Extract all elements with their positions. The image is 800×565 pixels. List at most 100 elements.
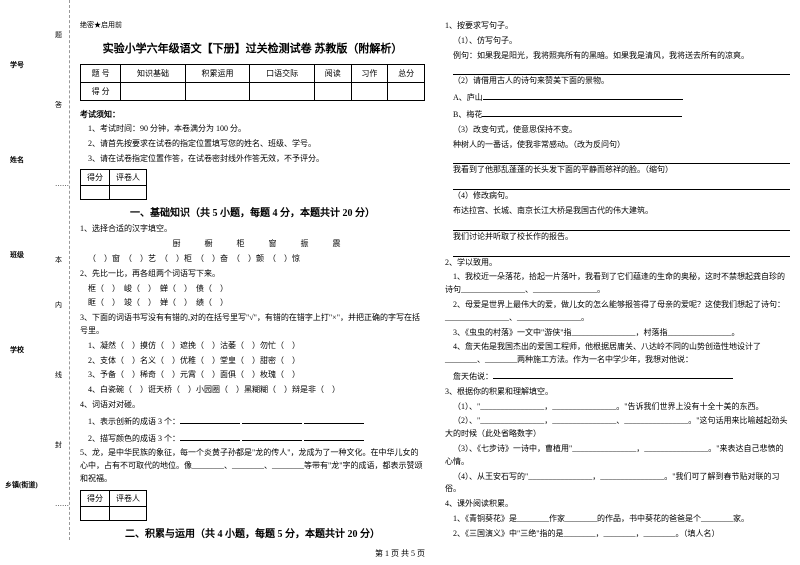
blank-line[interactable] [453, 64, 790, 75]
q2a: 框（ ） 峻（ ） 蝉（ ） 债（ ） [80, 283, 425, 296]
r-q2e: 詹天佑说： [445, 369, 790, 384]
cell-blank[interactable] [250, 83, 315, 101]
blank[interactable] [242, 414, 302, 424]
q4b: 2、描写颜色的成语 3 个： [80, 431, 425, 446]
mini-blank[interactable] [81, 506, 110, 520]
vtext-5: 封 [55, 440, 62, 450]
r-q1e: B、梅花 [445, 107, 790, 122]
q3: 3、下面的词语书写没有有错的,对的在括号里写"√"，有错的在错字上打"×"，并把… [80, 312, 425, 338]
cell-blank[interactable] [388, 83, 425, 101]
r-q3: 3、根据你的积累和理解填空。 [445, 386, 790, 399]
vtext-6b: …… [55, 500, 69, 508]
vtext-1: 答 [55, 100, 62, 110]
th-6: 总分 [388, 65, 425, 83]
section1-head: 一、基础知识（共 5 小题，每题 4 分，本题共计 20 分） [80, 204, 425, 219]
mini-h2: 评卷人 [110, 170, 147, 186]
score-table: 题 号 知识基础 积累运用 口语交际 阅读 习作 总分 得 分 [80, 64, 425, 101]
blank[interactable] [180, 414, 240, 424]
r-q1k: 我们讨论并听取了校长作的报告。 [445, 231, 790, 244]
label-xuehao: 学号 [10, 60, 24, 70]
r-q1i: （4）修改病句。 [445, 190, 790, 203]
cell-blank[interactable] [351, 83, 388, 101]
blank[interactable] [242, 431, 302, 441]
notice-1: 1、考试时间：90 分钟，本卷满分为 100 分。 [80, 123, 425, 136]
mini2-h2: 评卷人 [110, 490, 147, 506]
r-q3c: （3）、《七步诗》一诗中，曹植用"________________，______… [445, 443, 790, 469]
blank[interactable] [482, 107, 682, 117]
vtext-2: 本 [55, 255, 62, 265]
q4: 4、词语对对碰。 [80, 399, 425, 412]
th-2: 积累运用 [185, 65, 250, 83]
binding-area: 学号 姓名 班级 学校 乡镇(街道) 题 答 …… 本 内 线 封 …… [0, 0, 70, 540]
blank[interactable] [304, 414, 364, 424]
r-q4: 4、课外阅读积累。 [445, 498, 790, 511]
r-q1: 1、按要求写句子。 [445, 20, 790, 33]
q5: 5、龙，是中华民族的象征，每一个炎黄子孙都是"龙的传人"，龙成为了一种文化。在中… [80, 447, 425, 485]
q2b: 眶（ ） 竣（ ） 婵（ ） 绩（ ） [80, 297, 425, 310]
blank[interactable] [483, 90, 683, 100]
notice-2: 2、请首先按要求在试卷的指定位置填写您的姓名、班级、学号。 [80, 138, 425, 151]
secret-label: 绝密★启用前 [80, 20, 425, 30]
vtext-0: 题 [55, 30, 62, 40]
cell-blank[interactable] [185, 83, 250, 101]
blank[interactable] [180, 431, 240, 441]
cell-blank[interactable] [314, 83, 351, 101]
q4b-text: 2、描写颜色的成语 3 个： [88, 434, 180, 443]
blank[interactable] [304, 431, 364, 441]
blank[interactable] [493, 369, 733, 379]
r-q2: 2、学以致用。 [445, 257, 790, 270]
q3b: 2、支体（ ）名义（ ）优稚（ ）堂皇（ ）甜密（ ） [80, 355, 425, 368]
q1: 1、选择合适的汉字填空。 [80, 223, 425, 236]
label-xuexiao: 学校 [10, 345, 24, 355]
blank-line[interactable] [453, 179, 790, 190]
r-q2c: 3、《虫虫的村落》一文中"游侠"指________________，村落指___… [445, 327, 790, 340]
mini-blank[interactable] [81, 186, 110, 200]
r-q1g: 种树人的一番话，使我非常感动。（改为反问句） [445, 139, 790, 152]
mini2-h1: 得分 [81, 490, 110, 506]
r-q2e-text: 詹天佑说： [453, 372, 493, 381]
r-q4b: 2、《三国演义》中"三绝"指的是________，________，______… [445, 528, 790, 541]
r-q1h: 我看到了他那乱蓬蓬的长头发下面的平静而慈祥的脸。（缩句） [445, 164, 790, 177]
r-q4a: 1、《青铜葵花》是________作家________的作品，书中葵花的爸爸是个… [445, 513, 790, 526]
label-xingming: 姓名 [10, 155, 24, 165]
content-area: 绝密★启用前 实验小学六年级语文【下册】过关检测试卷 苏教版（附解析） 题 号 … [80, 20, 790, 544]
label-banji: 班级 [10, 250, 24, 260]
r-q1a: （1）、仿写句子。 [445, 35, 790, 48]
r-q1d-text: A、庐山 [453, 93, 483, 102]
blank-line[interactable] [453, 153, 790, 164]
mini-blank[interactable] [110, 186, 147, 200]
left-column: 绝密★启用前 实验小学六年级语文【下册】过关检测试卷 苏教版（附解析） 题 号 … [80, 20, 425, 544]
q2: 2、先比一比，再各组两个词语写下来。 [80, 268, 425, 281]
row2-label: 得 分 [81, 83, 121, 101]
th-0: 题 号 [81, 65, 121, 83]
vtext-4: 线 [55, 370, 62, 380]
q1a: 厨 橱 柜 窗 振 震 [80, 238, 425, 251]
mini-score-2: 得分 评卷人 [80, 490, 147, 521]
cell-blank[interactable] [121, 83, 186, 101]
q3c: 3、予备（ ）稀奇（ ）元霄（ ）面俱（ ）枚瑰（ ） [80, 369, 425, 382]
r-q1e-text: B、梅花 [453, 110, 482, 119]
label-xiangzhen: 乡镇(街道) [5, 480, 38, 490]
th-1: 知识基础 [121, 65, 186, 83]
r-q2d: 4、詹天佑是我国杰出的爱国工程师，他根据居庸关、八达岭不同的山势创造性地设计了_… [445, 341, 790, 367]
exam-title: 实验小学六年级语文【下册】过关检测试卷 苏教版（附解析） [80, 40, 425, 56]
mini-h1: 得分 [81, 170, 110, 186]
vtext-3: 内 [55, 300, 62, 310]
page-footer: 第 1 页 共 5 页 [0, 548, 800, 559]
blank-line[interactable] [453, 246, 790, 257]
r-q3d: （4）、从王安石写的"________________，____________… [445, 471, 790, 497]
th-5: 习作 [351, 65, 388, 83]
th-3: 口语交际 [250, 65, 315, 83]
notice-head: 考试须知： [80, 109, 425, 120]
blank-line[interactable] [453, 220, 790, 231]
q3d: 4、白瓷碗（ ）诳天桥（ ）小园圈（ ）黑糊糊（ ）辩是非（ ） [80, 384, 425, 397]
mini-blank[interactable] [110, 506, 147, 520]
q1b: （ ）窗 （ ）艺 （ ）柜 （ ）奋 （ ）颤 （ ）惊 [80, 253, 425, 266]
q4a-text: 1、表示创新的成语 3 个： [88, 417, 180, 426]
r-q2a: 1、我校近一朵落花，拾起一片落叶，我看到了它们蕴逢的生命的奥秘，这时不禁想起龚自… [445, 271, 790, 297]
section2-head: 二、积累与运用（共 4 小题，每题 5 分，本题共计 20 分） [80, 525, 425, 540]
r-q3a: （1）、"________________，________________。"… [445, 401, 790, 414]
q4a: 1、表示创新的成语 3 个： [80, 414, 425, 429]
r-q3b: （2）、"________________，________________、_… [445, 415, 790, 441]
right-column: 1、按要求写句子。 （1）、仿写句子。 例句：如果我是阳光，我将照亮所有的黑暗。… [445, 20, 790, 544]
